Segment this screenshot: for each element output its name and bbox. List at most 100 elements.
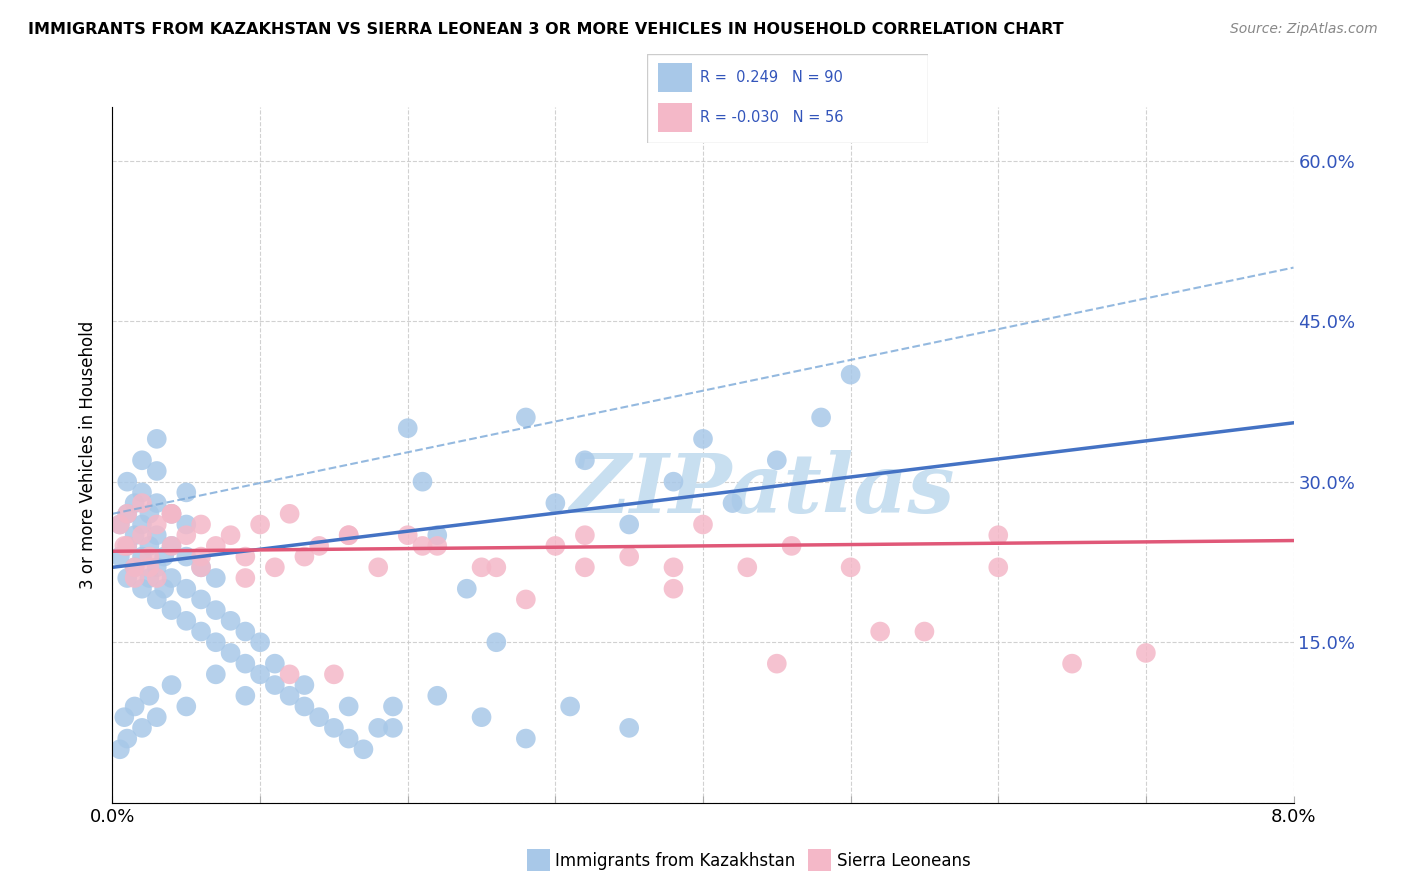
Point xyxy=(471,560,494,574)
Point xyxy=(117,731,138,746)
Point xyxy=(190,624,212,639)
Point xyxy=(737,560,759,574)
Point xyxy=(382,721,405,735)
Point xyxy=(278,689,301,703)
Point xyxy=(574,560,596,574)
Point xyxy=(515,592,537,607)
Point xyxy=(619,517,641,532)
Point xyxy=(124,528,146,542)
Text: IMMIGRANTS FROM KAZAKHSTAN VS SIERRA LEONEAN 3 OR MORE VEHICLES IN HOUSEHOLD COR: IMMIGRANTS FROM KAZAKHSTAN VS SIERRA LEO… xyxy=(28,22,1064,37)
Point xyxy=(485,560,508,574)
Point xyxy=(987,528,1010,542)
Point xyxy=(869,624,891,639)
Point xyxy=(131,485,153,500)
Text: R =  0.249   N = 90: R = 0.249 N = 90 xyxy=(700,70,844,85)
Point xyxy=(124,571,146,585)
Point xyxy=(124,560,146,574)
Point xyxy=(146,517,169,532)
Point xyxy=(117,571,138,585)
Point xyxy=(544,496,567,510)
Point xyxy=(190,517,212,532)
Point xyxy=(574,528,596,542)
Point xyxy=(146,528,169,542)
Point xyxy=(131,582,153,596)
Point xyxy=(131,453,153,467)
Point xyxy=(292,678,315,692)
Point xyxy=(205,667,228,681)
Point xyxy=(138,560,160,574)
Point xyxy=(131,517,153,532)
Point xyxy=(1062,657,1084,671)
Point xyxy=(308,710,330,724)
Point xyxy=(662,475,685,489)
Point xyxy=(174,699,197,714)
Point xyxy=(205,571,228,585)
Point xyxy=(131,528,153,542)
Point xyxy=(839,368,862,382)
Point xyxy=(205,539,228,553)
Point xyxy=(219,646,242,660)
Point xyxy=(396,528,419,542)
Point xyxy=(233,689,256,703)
Point xyxy=(278,507,301,521)
Point xyxy=(174,549,197,564)
Point xyxy=(233,549,256,564)
Point xyxy=(914,624,936,639)
Point xyxy=(160,539,183,553)
Point xyxy=(692,432,714,446)
Point xyxy=(560,699,582,714)
Point xyxy=(146,432,169,446)
Point xyxy=(839,560,862,574)
Bar xyxy=(658,63,692,92)
Point xyxy=(146,592,169,607)
Point xyxy=(153,582,176,596)
Point xyxy=(485,635,508,649)
Point xyxy=(138,507,160,521)
Point xyxy=(619,549,641,564)
Point xyxy=(412,475,434,489)
Point xyxy=(619,721,641,735)
Point xyxy=(337,699,360,714)
Point xyxy=(131,721,153,735)
Text: ZIPatlas: ZIPatlas xyxy=(569,450,955,530)
Point xyxy=(323,721,346,735)
Point xyxy=(544,539,567,553)
Point xyxy=(367,560,389,574)
Point xyxy=(765,453,787,467)
Point xyxy=(108,517,131,532)
Text: Source: ZipAtlas.com: Source: ZipAtlas.com xyxy=(1230,22,1378,37)
Point xyxy=(138,539,160,553)
Text: Immigrants from Kazakhstan: Immigrants from Kazakhstan xyxy=(555,852,796,870)
Point xyxy=(117,507,138,521)
Point xyxy=(471,710,494,724)
Bar xyxy=(658,103,692,132)
Point xyxy=(174,528,197,542)
Point xyxy=(124,496,146,510)
Point xyxy=(146,560,169,574)
Point xyxy=(160,507,183,521)
Point xyxy=(249,517,271,532)
Point xyxy=(278,667,301,681)
Point xyxy=(249,667,271,681)
Point xyxy=(292,699,315,714)
Point xyxy=(233,657,256,671)
Point xyxy=(174,614,197,628)
Point xyxy=(765,657,787,671)
Point xyxy=(160,603,183,617)
Point xyxy=(160,539,183,553)
Point xyxy=(292,549,315,564)
Point xyxy=(337,731,360,746)
Point xyxy=(108,517,131,532)
Point xyxy=(205,603,228,617)
Point xyxy=(337,528,360,542)
Point xyxy=(108,549,131,564)
Point xyxy=(108,742,131,756)
Point xyxy=(662,582,685,596)
Point xyxy=(515,410,537,425)
Point xyxy=(160,571,183,585)
Point xyxy=(662,560,685,574)
Point xyxy=(190,560,212,574)
Point xyxy=(124,560,146,574)
Point xyxy=(264,657,287,671)
Point xyxy=(138,689,160,703)
